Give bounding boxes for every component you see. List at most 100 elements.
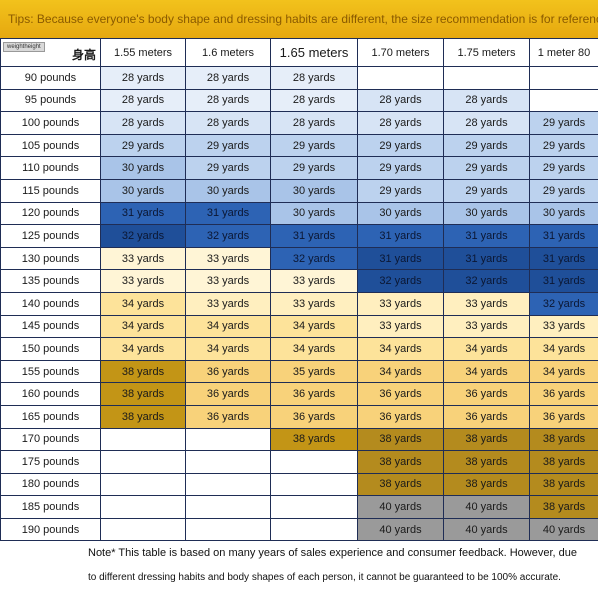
size-cell: 30 yards [100, 156, 186, 180]
height-header: 1.75 meters [443, 38, 530, 67]
size-cell: 33 yards [529, 314, 598, 339]
corner-cell: weightheight 身高 [0, 38, 101, 67]
size-cell: 34 yards [529, 359, 598, 384]
size-cell: 38 yards [443, 472, 530, 497]
size-cell [529, 66, 598, 90]
size-cell: 33 yards [443, 314, 530, 339]
size-cell: 30 yards [100, 178, 186, 203]
size-cell: 31 yards [185, 201, 271, 226]
size-cell: 33 yards [270, 291, 358, 316]
height-label: 身高 [71, 48, 96, 62]
size-cell: 28 yards [270, 88, 358, 113]
size-cell: 38 yards [443, 427, 530, 452]
height-header: 1.55 meters [100, 38, 186, 67]
size-cell: 30 yards [443, 201, 530, 226]
size-cell: 32 yards [185, 224, 271, 248]
size-cell: 29 yards [443, 178, 530, 203]
weight-cell: 145 pounds [0, 314, 101, 339]
weight-cell: 170 pounds [0, 427, 101, 452]
size-cell [185, 495, 271, 519]
size-cell: 30 yards [529, 201, 598, 226]
size-cell [185, 427, 271, 452]
size-cell: 36 yards [529, 382, 598, 406]
size-cell: 31 yards [443, 246, 530, 271]
size-cell: 31 yards [443, 224, 530, 248]
table-row: 100 pounds 28 yards 28 yards 28 yards 28 yar… [0, 111, 598, 135]
size-cell: 28 yards [100, 66, 186, 90]
size-cell: 38 yards [270, 427, 358, 452]
size-cell: 30 yards [270, 178, 358, 203]
weight-cell: 160 pounds [0, 382, 101, 406]
size-cell: 29 yards [185, 156, 271, 180]
size-cell: 34 yards [100, 337, 186, 361]
size-cell: 31 yards [529, 224, 598, 248]
size-cell: 34 yards [100, 291, 186, 316]
size-cell [100, 495, 186, 519]
table-row: 190 pounds 40 yards 40 yards 40 yards [0, 517, 598, 542]
size-cell [270, 495, 358, 519]
size-cell: 38 yards [357, 472, 444, 497]
size-cell: 36 yards [185, 382, 271, 406]
weight-cell: 110 pounds [0, 156, 101, 180]
size-cell: 38 yards [357, 427, 444, 452]
size-cell: 28 yards [185, 111, 271, 135]
table-row: 165 pounds 38 yards 36 yards 36 yards 36 yar… [0, 404, 598, 429]
size-cell: 34 yards [270, 337, 358, 361]
size-cell: 33 yards [443, 291, 530, 316]
size-cell [185, 450, 271, 474]
tips-banner: Tips: Because everyone's body shape and … [0, 0, 598, 38]
size-cell: 29 yards [185, 133, 271, 158]
size-cell: 28 yards [443, 88, 530, 113]
height-header: 1 meter 80 [529, 38, 598, 67]
size-cell: 34 yards [185, 337, 271, 361]
weight-cell: 135 pounds [0, 269, 101, 293]
height-header: 1.65 meters [270, 38, 358, 67]
size-cell: 34 yards [100, 314, 186, 339]
size-cell: 29 yards [270, 133, 358, 158]
height-header: 1.6 meters [185, 38, 271, 67]
size-cell: 32 yards [270, 246, 358, 271]
size-cell: 33 yards [357, 291, 444, 316]
size-cell: 40 yards [357, 517, 444, 542]
table-row: 180 pounds 38 yards 38 yards 38 yards [0, 472, 598, 497]
size-cell: 28 yards [100, 111, 186, 135]
table-row: 105 pounds 29 yards 29 yards 29 yards 29 yar… [0, 133, 598, 158]
size-cell: 33 yards [185, 269, 271, 293]
weight-cell: 150 pounds [0, 337, 101, 361]
size-cell: 34 yards [185, 314, 271, 339]
size-cell [443, 66, 530, 90]
size-cell: 33 yards [185, 246, 271, 271]
size-cell: 29 yards [529, 156, 598, 180]
size-cell: 31 yards [357, 246, 444, 271]
size-cell: 31 yards [100, 201, 186, 226]
note-line-2: to different dressing habits and body sh… [88, 572, 561, 583]
size-cell: 36 yards [185, 359, 271, 384]
size-cell: 30 yards [357, 201, 444, 226]
size-cell: 38 yards [100, 359, 186, 384]
table-row: 130 pounds 33 yards 33 yards 32 yards 31 yar… [0, 246, 598, 271]
size-cell: 31 yards [529, 269, 598, 293]
size-cell [100, 427, 186, 452]
weight-height-label: weightheight [3, 42, 45, 52]
size-cell: 40 yards [443, 495, 530, 519]
table-row: 135 pounds 33 yards 33 yards 33 yards 32 yar… [0, 269, 598, 293]
size-cell: 28 yards [270, 66, 358, 90]
size-cell: 31 yards [357, 224, 444, 248]
size-cell: 36 yards [185, 404, 271, 429]
size-cell: 34 yards [270, 314, 358, 339]
size-cell: 30 yards [185, 178, 271, 203]
weight-cell: 180 pounds [0, 472, 101, 497]
weight-cell: 175 pounds [0, 450, 101, 474]
size-cell [100, 517, 186, 542]
size-cell [185, 472, 271, 497]
size-cell: 33 yards [100, 269, 186, 293]
size-cell: 32 yards [357, 269, 444, 293]
size-cell: 38 yards [529, 472, 598, 497]
note-footer: Note* This table is based on many years … [0, 541, 598, 598]
size-cell: 36 yards [270, 382, 358, 406]
size-cell: 36 yards [357, 404, 444, 429]
size-cell: 40 yards [529, 517, 598, 542]
size-cell: 35 yards [270, 359, 358, 384]
size-cell: 28 yards [185, 66, 271, 90]
weight-cell: 95 pounds [0, 88, 101, 113]
